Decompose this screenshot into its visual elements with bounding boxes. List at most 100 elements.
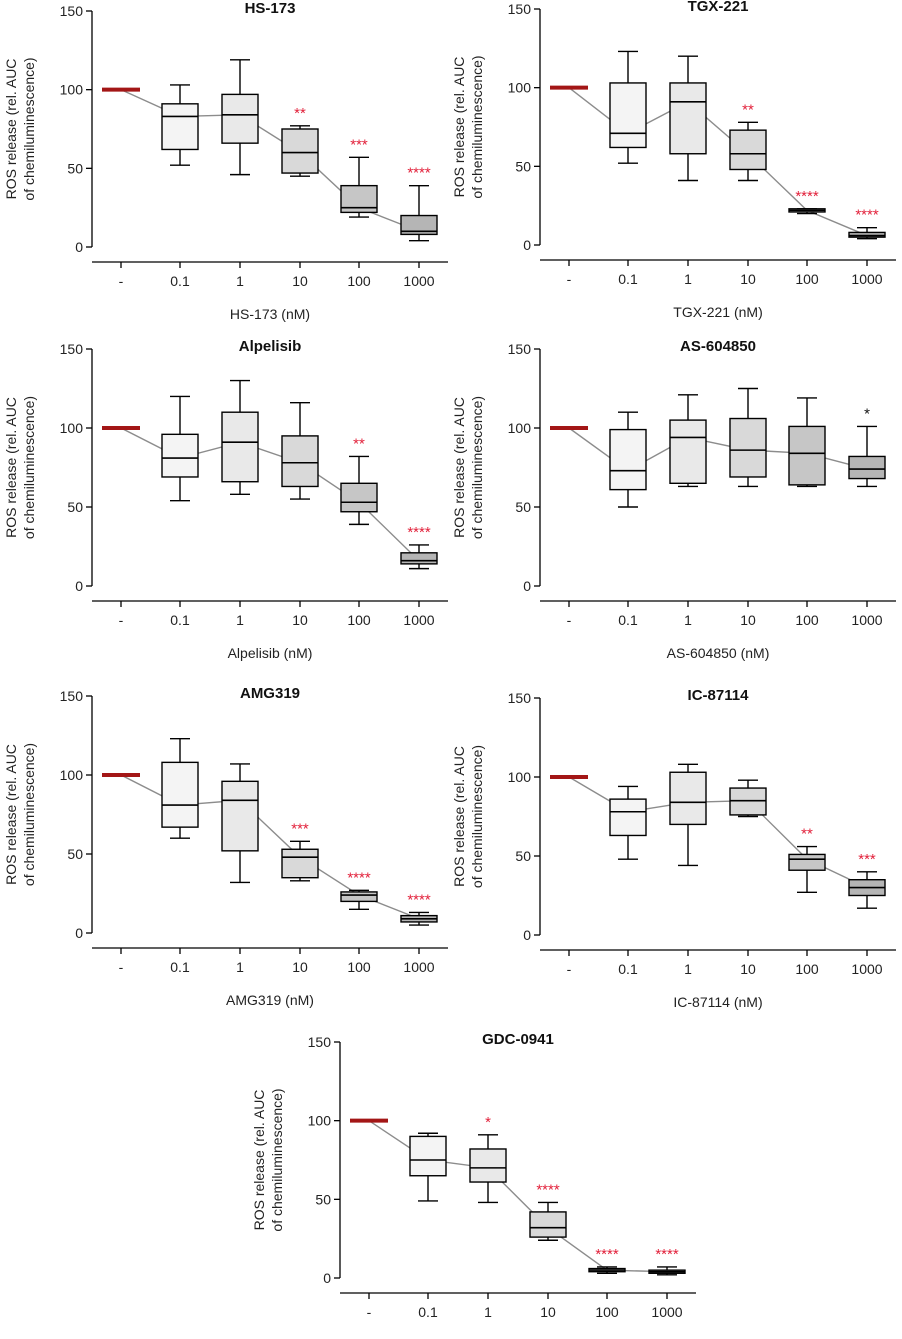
iqr-box xyxy=(788,425,826,486)
y-axis-label-line1: ROS release (rel. AUC xyxy=(3,59,19,200)
iqr-box xyxy=(669,82,707,155)
significance-marker: *** xyxy=(350,136,368,153)
x-axis-label: GDC-0941 (nM) xyxy=(468,1337,568,1339)
x-tick-label: 100 xyxy=(347,612,371,628)
x-tick-label: 1 xyxy=(236,612,244,628)
x-tick-label: 10 xyxy=(740,961,756,977)
box-1000: *** xyxy=(848,851,886,909)
significance-marker: **** xyxy=(536,1181,560,1198)
box-10 xyxy=(729,387,767,488)
significance-marker: **** xyxy=(795,188,819,205)
box-0.1 xyxy=(609,50,647,164)
box-0.1 xyxy=(409,1132,447,1202)
panel-6: GDC-0941 0 50 100 150 ROS release (rel. AUC of… xyxy=(251,1031,696,1339)
iqr-box xyxy=(221,411,259,483)
iqr-box xyxy=(221,93,259,144)
x-tick-label: 100 xyxy=(595,1304,619,1320)
significance-marker: **** xyxy=(407,165,431,182)
panel-0: HS-173 0 50 100 150 ROS release (rel. AUC of c… xyxy=(3,0,448,322)
x-tick-label: - xyxy=(119,612,124,628)
iqr-box xyxy=(400,552,438,565)
panel-title: Alpelisib xyxy=(239,338,302,355)
x-tick-label: - xyxy=(119,959,124,975)
iqr-box xyxy=(281,848,319,879)
x-tick-label: 1 xyxy=(684,612,692,628)
box-1 xyxy=(221,379,259,496)
iqr-box xyxy=(669,419,707,485)
box-10 xyxy=(729,779,767,818)
x-tick-label: 10 xyxy=(740,612,756,628)
y-tick-label: 0 xyxy=(75,578,83,594)
iqr-box xyxy=(161,103,199,151)
x-tick-label: 10 xyxy=(292,273,308,289)
x-tick-label: 10 xyxy=(292,959,308,975)
x-tick-label: 1 xyxy=(236,959,244,975)
box-10 xyxy=(281,402,319,500)
box-100 xyxy=(788,397,826,488)
iqr-box xyxy=(609,798,647,837)
iqr-box xyxy=(221,780,259,852)
box-1 xyxy=(669,55,707,182)
x-tick-label: 1000 xyxy=(403,959,434,975)
y-tick-label: 0 xyxy=(523,927,531,943)
y-axis-label-line1: ROS release (rel. AUC xyxy=(3,744,19,885)
x-tick-label: 10 xyxy=(292,612,308,628)
y-axis-label-line2: of chemiluminescence) xyxy=(469,55,485,198)
x-tick-label: 0.1 xyxy=(170,273,190,289)
box-100: *** xyxy=(340,136,378,218)
box-100: ** xyxy=(340,435,378,526)
significance-marker: **** xyxy=(855,207,879,224)
box-0.1 xyxy=(609,411,647,508)
x-tick-label: - xyxy=(367,1304,372,1320)
x-tick-label: 100 xyxy=(347,959,371,975)
x-tick-label: 0.1 xyxy=(618,961,638,977)
iqr-box xyxy=(788,853,826,871)
y-tick-label: 100 xyxy=(60,82,84,98)
box-10: *** xyxy=(281,820,319,882)
iqr-box xyxy=(848,455,886,480)
box-0.1 xyxy=(161,737,199,839)
significance-marker: * xyxy=(864,405,870,422)
y-tick-label: 50 xyxy=(315,1191,331,1207)
y-axis-label-line1: ROS release (rel. AUC xyxy=(451,397,467,538)
x-tick-label: - xyxy=(119,273,124,289)
x-tick-label: 100 xyxy=(795,612,819,628)
box-0.1 xyxy=(609,785,647,860)
box-1 xyxy=(669,394,707,488)
x-tick-label: 1000 xyxy=(851,271,882,287)
box-1: * xyxy=(469,1114,507,1204)
panel-4: AMG319 0 50 100 150 ROS release (rel. AUC of c… xyxy=(3,685,448,1008)
y-tick-label: 50 xyxy=(515,158,531,174)
significance-marker: *** xyxy=(291,820,309,837)
box-1 xyxy=(669,763,707,867)
y-tick-label: 100 xyxy=(508,80,532,96)
x-tick-label: 0.1 xyxy=(418,1304,438,1320)
x-tick-label: 100 xyxy=(795,961,819,977)
x-tick-label: - xyxy=(567,961,572,977)
iqr-box xyxy=(729,129,767,171)
x-tick-label: 1000 xyxy=(851,961,882,977)
box-1000: **** xyxy=(648,1246,686,1276)
box-0.1 xyxy=(161,84,199,166)
box-1000: **** xyxy=(848,207,886,240)
panel-title: GDC-0941 xyxy=(482,1031,554,1048)
significance-marker: **** xyxy=(655,1246,679,1263)
box-1000: * xyxy=(848,405,886,488)
x-tick-label: 10 xyxy=(740,271,756,287)
x-tick-label: 1000 xyxy=(851,612,882,628)
y-tick-label: 100 xyxy=(60,767,84,783)
x-tick-label: 1000 xyxy=(403,273,434,289)
x-tick-label: 0.1 xyxy=(170,612,190,628)
x-tick-label: 1 xyxy=(684,271,692,287)
y-tick-label: 50 xyxy=(67,846,83,862)
significance-marker: * xyxy=(485,1114,491,1131)
box-10: **** xyxy=(529,1181,567,1241)
box-1000: **** xyxy=(400,165,438,242)
iqr-box xyxy=(161,761,199,828)
iqr-box xyxy=(340,891,378,903)
y-tick-label: 100 xyxy=(308,1113,332,1129)
significance-marker: ** xyxy=(294,105,306,122)
significance-marker: **** xyxy=(407,524,431,541)
y-tick-label: 150 xyxy=(60,688,84,704)
